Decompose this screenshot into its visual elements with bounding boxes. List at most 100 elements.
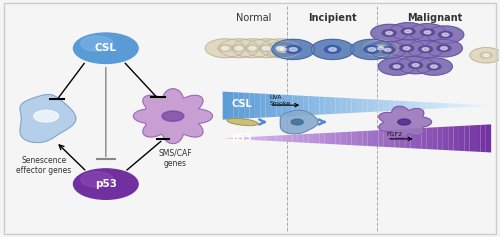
- Polygon shape: [282, 95, 287, 117]
- Circle shape: [424, 31, 431, 34]
- Polygon shape: [282, 135, 287, 142]
- Polygon shape: [244, 93, 250, 118]
- Polygon shape: [303, 134, 308, 143]
- Circle shape: [74, 169, 138, 199]
- Circle shape: [405, 30, 411, 33]
- Text: p53: p53: [95, 179, 117, 189]
- Polygon shape: [389, 100, 394, 111]
- Circle shape: [388, 40, 425, 57]
- Polygon shape: [228, 92, 234, 119]
- Polygon shape: [336, 97, 341, 114]
- Text: FGF2: FGF2: [386, 132, 403, 137]
- Polygon shape: [422, 128, 426, 149]
- Polygon shape: [464, 104, 469, 107]
- Polygon shape: [244, 137, 250, 140]
- Text: p53: p53: [231, 133, 252, 143]
- Polygon shape: [314, 133, 320, 143]
- Polygon shape: [324, 133, 330, 144]
- Circle shape: [222, 46, 228, 50]
- Polygon shape: [320, 133, 324, 144]
- Circle shape: [440, 47, 447, 50]
- Circle shape: [272, 39, 314, 59]
- Polygon shape: [234, 137, 239, 139]
- Polygon shape: [459, 126, 464, 151]
- Circle shape: [400, 45, 413, 51]
- Circle shape: [245, 45, 260, 52]
- Polygon shape: [410, 128, 416, 149]
- Circle shape: [418, 46, 432, 52]
- Polygon shape: [255, 93, 260, 118]
- Circle shape: [80, 172, 113, 187]
- Polygon shape: [276, 94, 281, 117]
- Polygon shape: [394, 100, 400, 111]
- Circle shape: [364, 40, 398, 56]
- Circle shape: [397, 56, 434, 74]
- Polygon shape: [438, 103, 443, 109]
- Polygon shape: [379, 106, 432, 138]
- Circle shape: [34, 110, 58, 122]
- Circle shape: [266, 41, 301, 58]
- Text: Normal: Normal: [236, 13, 272, 23]
- Polygon shape: [432, 103, 438, 109]
- Circle shape: [370, 41, 406, 59]
- Text: CSL: CSL: [231, 99, 252, 109]
- Polygon shape: [303, 96, 308, 115]
- Circle shape: [374, 45, 388, 51]
- Circle shape: [398, 119, 410, 125]
- Polygon shape: [280, 110, 318, 134]
- Polygon shape: [443, 127, 448, 150]
- Circle shape: [291, 119, 304, 125]
- Circle shape: [407, 41, 444, 58]
- Circle shape: [401, 28, 415, 35]
- Polygon shape: [292, 134, 298, 142]
- Polygon shape: [368, 99, 373, 112]
- Polygon shape: [250, 93, 255, 118]
- Circle shape: [285, 46, 302, 53]
- Circle shape: [386, 32, 392, 35]
- Polygon shape: [422, 102, 426, 109]
- Polygon shape: [486, 105, 491, 106]
- Polygon shape: [400, 101, 405, 110]
- Circle shape: [483, 54, 489, 57]
- Circle shape: [371, 24, 408, 42]
- Polygon shape: [480, 105, 486, 106]
- Polygon shape: [475, 105, 480, 106]
- Circle shape: [272, 45, 287, 52]
- Polygon shape: [378, 130, 384, 147]
- Polygon shape: [486, 124, 491, 152]
- Polygon shape: [459, 104, 464, 107]
- Polygon shape: [330, 97, 336, 114]
- Polygon shape: [298, 134, 303, 143]
- Polygon shape: [260, 136, 266, 141]
- Polygon shape: [276, 135, 281, 141]
- Circle shape: [232, 39, 272, 58]
- Circle shape: [219, 39, 258, 58]
- Polygon shape: [20, 95, 76, 142]
- Polygon shape: [134, 89, 212, 144]
- Polygon shape: [222, 91, 228, 120]
- Circle shape: [276, 46, 283, 50]
- Text: Senescence
effector genes: Senescence effector genes: [16, 156, 72, 175]
- Circle shape: [258, 45, 274, 52]
- Circle shape: [218, 45, 232, 52]
- Polygon shape: [266, 94, 271, 117]
- Polygon shape: [357, 99, 362, 113]
- Polygon shape: [362, 99, 368, 112]
- Polygon shape: [239, 92, 244, 119]
- Polygon shape: [426, 128, 432, 149]
- Polygon shape: [400, 129, 405, 148]
- Polygon shape: [341, 98, 346, 114]
- Polygon shape: [271, 94, 276, 117]
- Polygon shape: [308, 96, 314, 115]
- Polygon shape: [308, 134, 314, 143]
- Polygon shape: [324, 97, 330, 114]
- Polygon shape: [352, 131, 357, 146]
- Circle shape: [422, 48, 429, 51]
- Circle shape: [427, 63, 441, 70]
- Polygon shape: [378, 100, 384, 112]
- Circle shape: [350, 39, 393, 59]
- Polygon shape: [405, 101, 410, 110]
- Circle shape: [442, 33, 448, 36]
- Circle shape: [232, 45, 246, 52]
- Polygon shape: [410, 101, 416, 110]
